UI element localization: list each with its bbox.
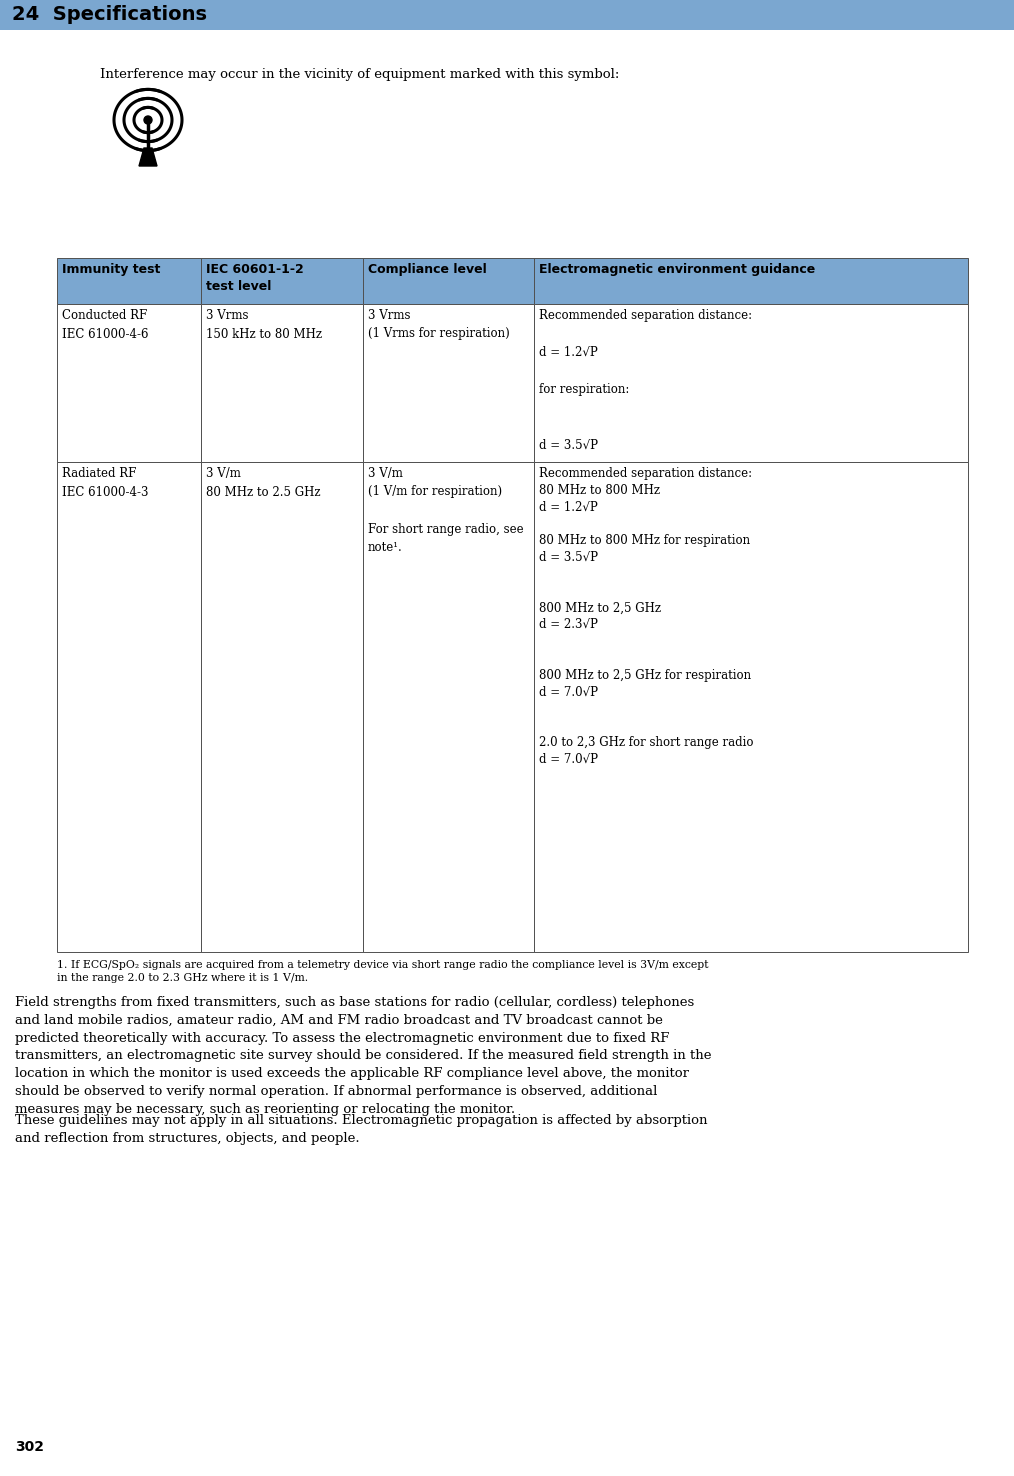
Bar (201, 258, 363, 304)
Text: Field strengths from fixed transmitters, such as base stations for radio (cellul: Field strengths from fixed transmitters,… (15, 996, 712, 1116)
Bar (201, 462, 363, 952)
Text: Radiated RF
IEC 61000-4-3: Radiated RF IEC 61000-4-3 (62, 466, 148, 499)
Text: Immunity test: Immunity test (62, 263, 160, 276)
Text: Electromagnetic environment guidance: Electromagnetic environment guidance (539, 263, 815, 276)
Bar (57, 258, 201, 304)
Bar (534, 462, 968, 952)
Text: Interference may occur in the vicinity of equipment marked with this symbol:: Interference may occur in the vicinity o… (100, 68, 620, 81)
Text: These guidelines may not apply in all situations. Electromagnetic propagation is: These guidelines may not apply in all si… (15, 1114, 708, 1145)
Text: Recommended separation distance:

d = 1.2√P

for respiration:


d = 3.5√P: Recommended separation distance: d = 1.2… (539, 308, 752, 452)
Text: IEC 60601-1-2
test level: IEC 60601-1-2 test level (206, 263, 303, 292)
Text: 24  Specifications: 24 Specifications (12, 6, 207, 25)
Text: 3 V/m
80 MHz to 2.5 GHz: 3 V/m 80 MHz to 2.5 GHz (206, 466, 320, 499)
Bar (57, 462, 201, 952)
Text: 302: 302 (15, 1441, 44, 1454)
Bar (0, 0, 1014, 30)
Text: Conducted RF
IEC 61000-4-6: Conducted RF IEC 61000-4-6 (62, 308, 148, 341)
Text: 3 Vrms
150 kHz to 80 MHz: 3 Vrms 150 kHz to 80 MHz (206, 308, 321, 341)
Bar (363, 462, 534, 952)
Bar (201, 304, 363, 462)
Circle shape (144, 117, 152, 124)
Bar (57, 304, 201, 462)
Text: 3 Vrms
(1 Vrms for respiration): 3 Vrms (1 Vrms for respiration) (368, 308, 510, 341)
Bar (363, 258, 534, 304)
Text: 3 V/m
(1 V/m for respiration)

For short range radio, see
note¹.: 3 V/m (1 V/m for respiration) For short … (368, 466, 523, 554)
Bar (534, 258, 968, 304)
Text: 1. If ECG/SpO₂ signals are acquired from a telemetry device via short range radi: 1. If ECG/SpO₂ signals are acquired from… (57, 959, 709, 983)
Bar (534, 304, 968, 462)
Text: Recommended separation distance:
80 MHz to 800 MHz
d = 1.2√P

80 MHz to 800 MHz : Recommended separation distance: 80 MHz … (539, 466, 753, 766)
Polygon shape (139, 148, 157, 165)
Bar (363, 304, 534, 462)
Text: Compliance level: Compliance level (368, 263, 487, 276)
